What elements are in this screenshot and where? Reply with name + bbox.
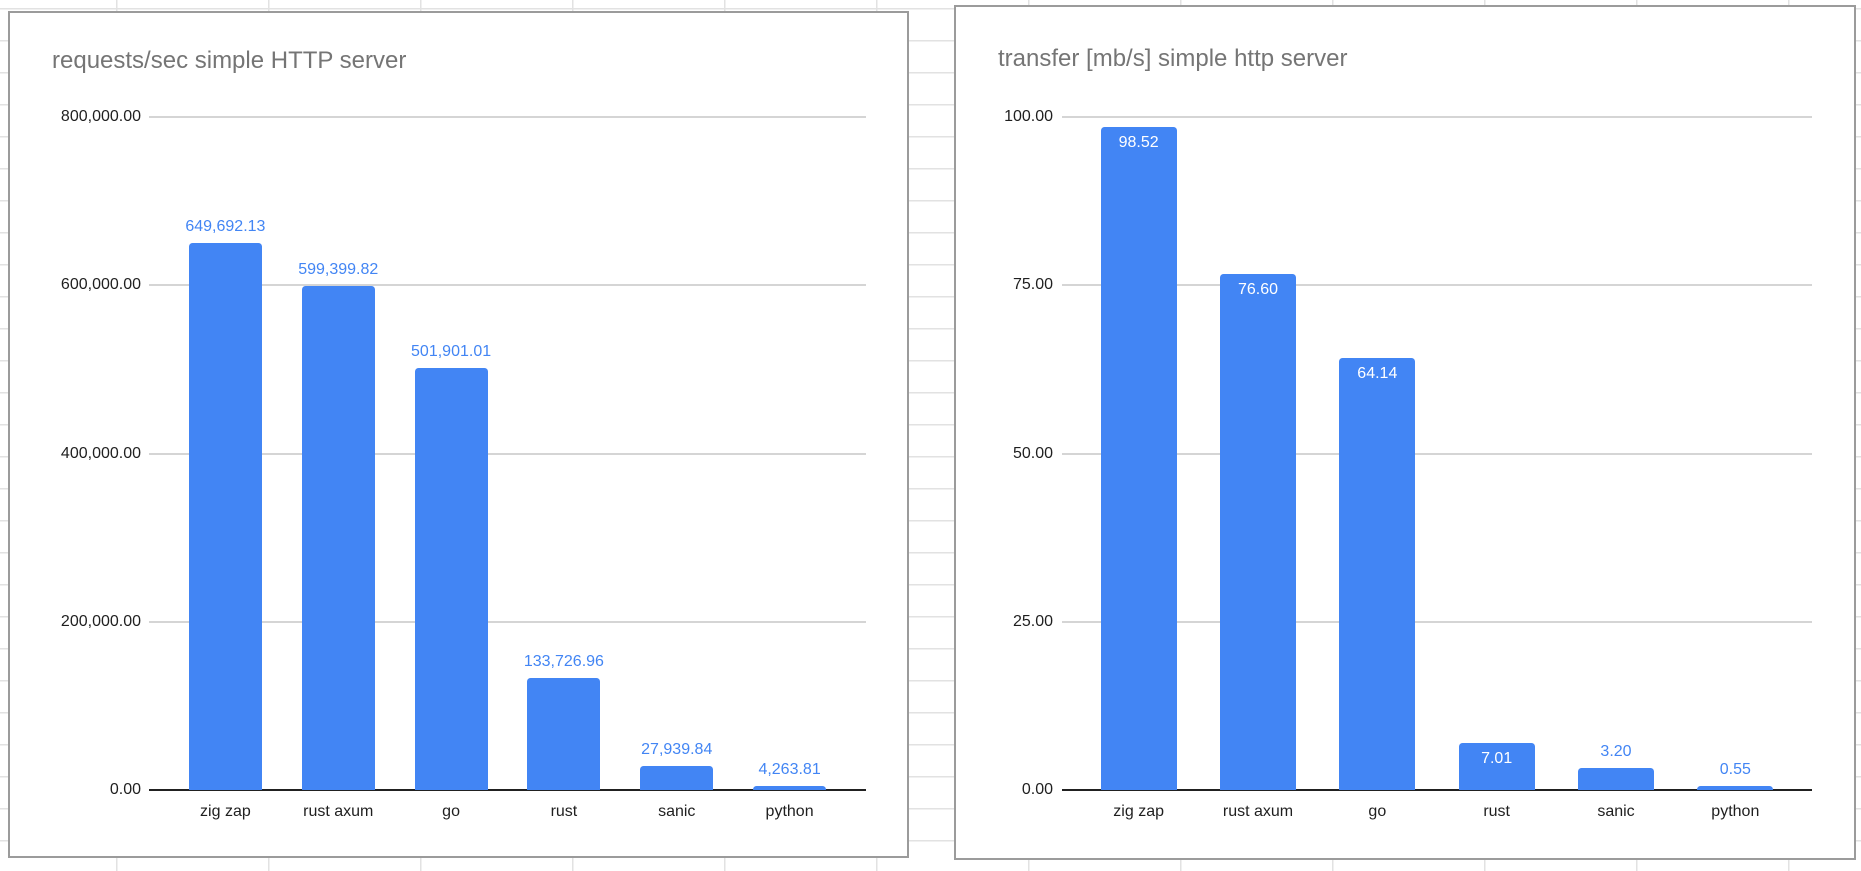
category-label: sanic [1597, 803, 1635, 820]
gridline [1062, 284, 1812, 287]
bar-value-label: 649,692.13 [185, 218, 266, 236]
bar-value-label: 0.55 [1719, 761, 1751, 779]
category-label: rust [1483, 803, 1510, 820]
bar-zig-zap[interactable] [1100, 126, 1177, 790]
bar-value-label: 76.60 [1237, 281, 1279, 299]
y-axis-tick-label: 200,000.00 [60, 612, 141, 630]
bar-zig-zap[interactable] [188, 243, 262, 790]
category-label: rust [550, 803, 578, 820]
category-label: zig zap [200, 803, 251, 820]
bar-value-label: 3.20 [1600, 743, 1632, 761]
bar-value-label: 501,901.01 [411, 342, 492, 360]
bar-value-label: 599,399.82 [298, 260, 379, 278]
gridline [1062, 116, 1812, 118]
y-axis-tick-label: 800,000.00 [60, 108, 141, 125]
bar-value-label: 98.52 [1118, 133, 1159, 151]
gridline [149, 452, 866, 455]
bar-python[interactable] [1697, 786, 1774, 790]
category-label: python [765, 803, 814, 820]
bar-sanic[interactable] [640, 766, 714, 790]
gridline [1062, 620, 1812, 623]
bar-value-label: 7.01 [1481, 749, 1513, 767]
y-axis-tick-label: 25.00 [1012, 612, 1053, 630]
bar-rust[interactable] [527, 677, 601, 790]
category-label: rust axum [1222, 803, 1294, 820]
y-axis-tick-label: 600,000.00 [60, 276, 141, 294]
chart-title: requests/sec simple HTTP server [52, 47, 407, 74]
bar-rust-axum[interactable] [301, 285, 375, 790]
bar-sanic[interactable] [1578, 768, 1654, 790]
chart-panel-requests-per-sec[interactable]: requests/sec simple HTTP server 800,000.… [8, 11, 909, 858]
y-axis-tick-label: 400,000.00 [60, 444, 141, 462]
bar-python[interactable] [753, 786, 827, 790]
y-axis-tick-label: 50.00 [1012, 444, 1053, 462]
category-label: go [442, 803, 460, 820]
x-axis-line [149, 789, 866, 791]
bar-rust-axum[interactable] [1220, 274, 1296, 790]
bar-value-label: 4,263.81 [758, 761, 821, 779]
y-axis-tick-label: 100.00 [1004, 108, 1053, 125]
y-axis-tick-label: 0.00 [109, 781, 141, 798]
bar-value-label: 133,726.96 [523, 652, 604, 670]
bar-value-label: 64.14 [1357, 365, 1398, 383]
category-label: sanic [658, 803, 696, 820]
category-label: zig zap [1113, 803, 1164, 820]
chart-panel-transfer-mbps[interactable]: transfer [mb/s] simple http server 100.0… [954, 5, 1856, 860]
category-label: python [1711, 803, 1760, 820]
y-axis-tick-label: 0.00 [1021, 781, 1053, 798]
gridline [149, 620, 866, 623]
gridline [1062, 452, 1812, 455]
bar-rust[interactable] [1458, 742, 1535, 790]
bar-go[interactable] [1339, 358, 1416, 790]
gridline [149, 284, 866, 287]
category-label: rust axum [303, 803, 374, 820]
x-axis-line [1062, 789, 1812, 791]
chart-title: transfer [mb/s] simple http server [998, 45, 1348, 72]
gridline [149, 116, 866, 118]
bar-value-label: 27,939.84 [641, 741, 713, 759]
bar-go[interactable] [414, 367, 488, 790]
y-axis-tick-label: 75.00 [1012, 276, 1053, 294]
category-label: go [1368, 803, 1387, 820]
